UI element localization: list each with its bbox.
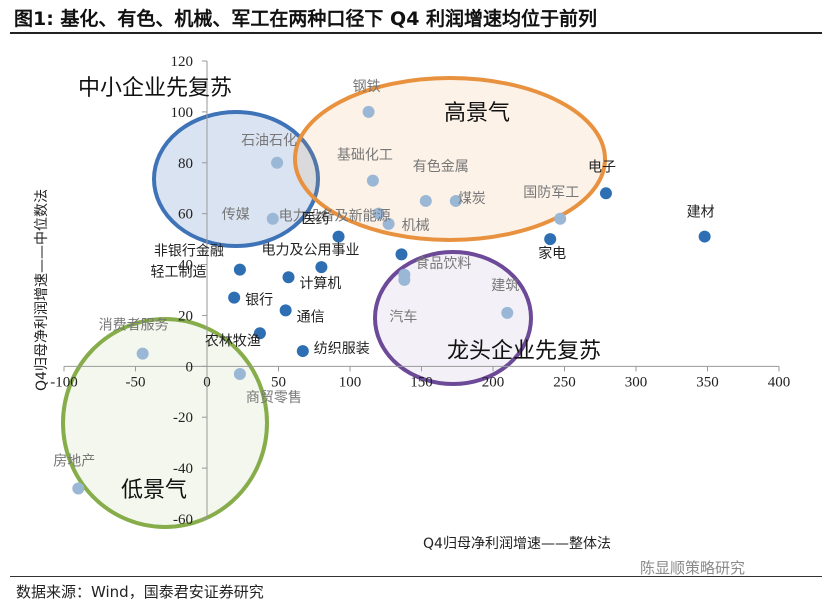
point-label: 消费者服务 [99, 318, 169, 334]
point-非银行金融 [233, 263, 246, 276]
x-tick-label: 150 [410, 374, 433, 390]
ellipse-small-mid-cap [152, 110, 320, 248]
ellipse-high-prosperity [293, 76, 607, 242]
label-leader-recovery: 龙头企业先复苏 [447, 339, 601, 364]
point-有色金属 [419, 194, 432, 207]
y-tick-label: -20 [173, 410, 193, 426]
y-tick-label: 120 [171, 54, 194, 70]
point-label: 家电 [538, 245, 566, 262]
point-电子 [599, 187, 612, 200]
point-银行 [228, 291, 241, 304]
point-计算机 [315, 261, 328, 274]
x-tick-label: 250 [553, 374, 576, 390]
ellipse-leader-recovery [373, 250, 533, 386]
source-note: 数据来源：Wind，国泰君安证券研究 [16, 583, 264, 601]
point-label: 轻工制造 [151, 264, 207, 280]
x-tick-label: 100 [339, 374, 362, 390]
source-divider [10, 576, 822, 577]
y-tick-label: 0 [186, 359, 194, 375]
point-label: 钢铁 [353, 79, 381, 95]
chart-axes: -100 -50 0 50 100 150 200 250 300 350 400-60-40-20… [33, 54, 790, 552]
point-label: 电力及公用事业 [261, 242, 359, 258]
point-轻工制造 [282, 271, 295, 284]
point-基础化工 [366, 174, 379, 187]
label-low-prosperity: 低景气 [121, 478, 187, 503]
point-建筑 [501, 306, 514, 319]
x-tick-label: 50 [271, 374, 286, 390]
point-label: 纺织服装 [314, 341, 370, 357]
point-钢铁 [362, 105, 375, 118]
x-tick-label: 300 [625, 374, 648, 390]
x-tick-label: 350 [696, 374, 719, 390]
point-电力及公用事业 [395, 248, 408, 261]
y-tick-label: -60 [173, 512, 193, 528]
point-label: 建筑 [491, 278, 519, 294]
point-label: 医药 [302, 212, 330, 228]
x-tick-label: 0 [203, 374, 211, 390]
y-tick-label: 60 [178, 207, 193, 223]
point-建材 [698, 230, 711, 243]
point-电力设备及新能源 [372, 207, 385, 220]
point-label: 机械 [402, 218, 430, 234]
point-label: 石油石化 [241, 133, 297, 149]
x-tick-label: 400 [768, 374, 791, 390]
point-label: 建材 [687, 205, 715, 221]
point-消费者服务 [136, 347, 149, 360]
label-high-prosperity: 高景气 [444, 101, 510, 126]
point-label: 汽车 [389, 309, 417, 326]
point-纺织服装 [296, 345, 309, 358]
point-label: 有色金属 [413, 158, 469, 175]
point-label: 房地产 [53, 453, 95, 469]
x-tick-label: 200 [482, 374, 505, 390]
point-label: 非银行金融 [154, 244, 224, 260]
point-label: 通信 [297, 309, 325, 325]
point-label: 农林牧渔 [205, 333, 261, 349]
point-label: 煤炭 [458, 191, 486, 207]
point-label: 电力设备及新能源 [279, 208, 391, 225]
point-label: 银行 [245, 293, 273, 309]
point-商贸零售 [233, 367, 246, 380]
point-label: 基础化工 [337, 147, 393, 164]
point-label: 电子 [588, 159, 616, 175]
point-label: 计算机 [299, 276, 341, 292]
point-煤炭 [449, 194, 462, 207]
point-汽车 [398, 268, 411, 281]
point-label: 传媒 [222, 207, 250, 223]
point-房地产 [72, 482, 85, 495]
ellipse-low-prosperity [61, 317, 269, 529]
x-tick-label: -50 [126, 374, 146, 390]
point-通信 [279, 304, 292, 317]
point-label: 商贸零售 [246, 390, 302, 406]
watermark: 陈显顺策略研究 [640, 559, 746, 577]
x-axis-title: Q4归母净利润增速——整体法 [423, 535, 611, 552]
figure-title: 图1: 基化、有色、机械、军工在两种口径下 Q4 利润增速均位于前列 [14, 8, 598, 30]
title-divider [10, 32, 822, 34]
point-医药 [332, 230, 345, 243]
y-axis-title: Q4归母净利润增速——中位数法 [33, 189, 50, 391]
group-ellipses [61, 76, 607, 529]
label-small-mid-cap: 中小企业先复苏 [78, 76, 232, 101]
point-国防军工 [554, 212, 567, 225]
chart-points [72, 105, 711, 495]
y-tick-label: 40 [178, 258, 193, 274]
y-tick-label: -40 [173, 461, 193, 477]
point-label: 食品饮料 [415, 255, 471, 272]
point-label: 国防军工 [523, 185, 579, 201]
point-机械 [382, 217, 395, 230]
point-传媒 [266, 212, 279, 225]
point-农林牧渔 [253, 327, 266, 340]
y-tick-label: 100 [171, 105, 194, 121]
y-tick-label: 20 [178, 308, 193, 324]
point-石油石化 [271, 156, 284, 169]
point-家电 [544, 233, 557, 246]
y-tick-label: 80 [178, 156, 193, 172]
x-tick-label: -100 [50, 374, 78, 390]
